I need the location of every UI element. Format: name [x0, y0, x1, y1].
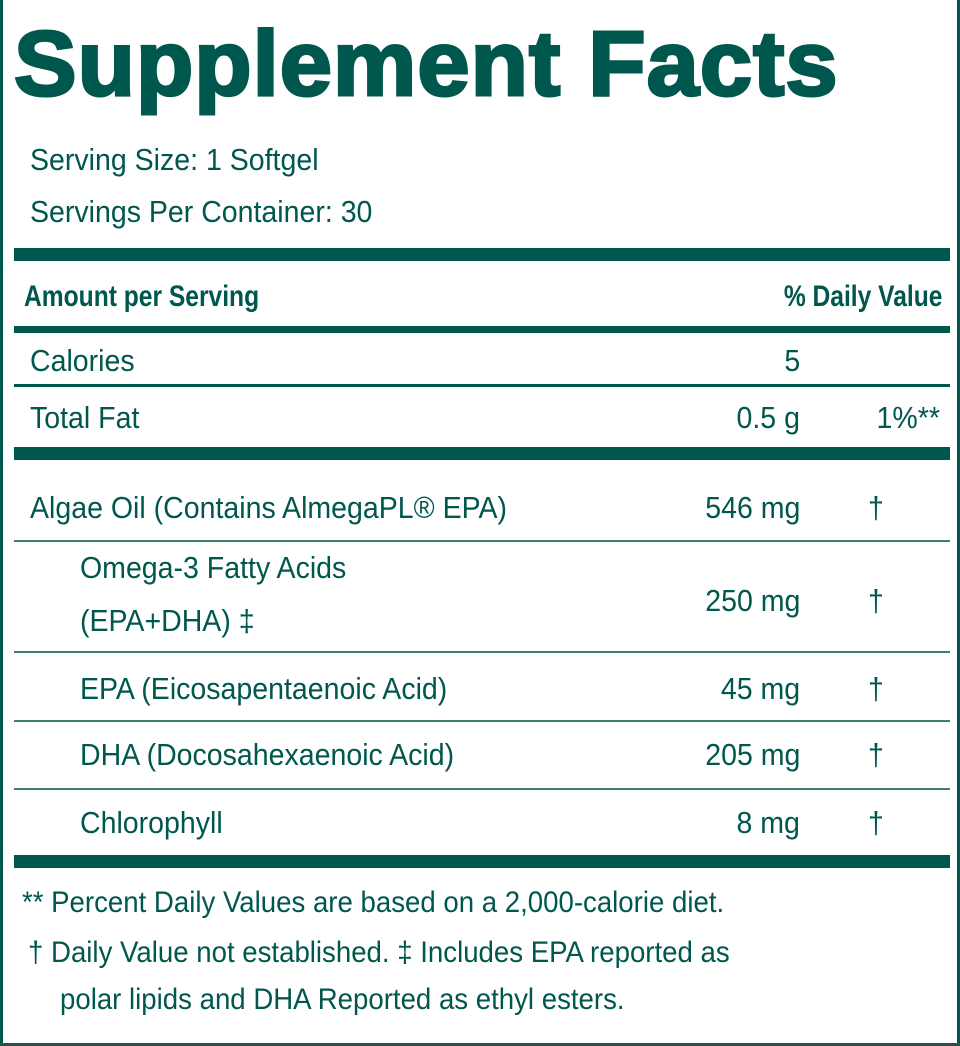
row-dv-chlorophyll: † — [868, 805, 884, 840]
divider-thin — [14, 720, 950, 722]
row-amount-omega3: 250 mg — [704, 583, 800, 618]
divider-thick — [14, 447, 950, 460]
row-name-omega3-line2: (EPA+DHA) ‡ — [80, 603, 255, 638]
row-name-epa: EPA (Eicosapentaenoic Acid) — [80, 671, 448, 706]
daily-value-header: % Daily Value — [783, 280, 942, 313]
divider-thin — [14, 788, 950, 790]
row-name-total-fat: Total Fat — [30, 400, 140, 435]
footnote-not-established: † Daily Value not established. ‡ Include… — [28, 936, 730, 969]
row-amount-calories: 5 — [784, 343, 800, 378]
footnote-daily-values: ** Percent Daily Values are based on a 2… — [22, 886, 725, 919]
divider-thick — [14, 855, 950, 868]
serving-size: Serving Size: 1 Softgel — [30, 142, 319, 177]
row-dv-algae-oil: † — [868, 490, 884, 525]
row-amount-chlorophyll: 8 mg — [736, 805, 800, 840]
row-dv-total-fat: 1%** — [876, 400, 940, 435]
row-name-chlorophyll: Chlorophyll — [80, 805, 223, 840]
servings-per-container: Servings Per Container: 30 — [30, 194, 373, 229]
row-name-dha: DHA (Docosahexaenoic Acid) — [80, 737, 455, 772]
row-amount-total-fat: 0.5 g — [736, 400, 800, 435]
row-dv-dha: † — [868, 737, 884, 772]
divider-thin — [14, 384, 950, 387]
amount-per-serving-header: Amount per Serving — [24, 280, 260, 313]
label-title: Supplement Facts — [12, 13, 839, 116]
row-dv-omega3: † — [868, 583, 884, 618]
row-amount-epa: 45 mg — [720, 671, 800, 706]
row-amount-algae-oil: 546 mg — [704, 490, 800, 525]
divider-thin — [14, 651, 950, 653]
row-name-omega3: Omega-3 Fatty Acids — [80, 550, 347, 585]
footnote-continued: polar lipids and DHA Reported as ethyl e… — [60, 983, 625, 1016]
row-amount-dha: 205 mg — [704, 737, 800, 772]
row-name-algae-oil: Algae Oil (Contains AlmegaPL® EPA) — [30, 490, 508, 525]
divider-thin — [14, 540, 950, 542]
row-name-calories: Calories — [30, 343, 135, 378]
row-dv-epa: † — [868, 671, 884, 706]
bottom-border — [0, 1043, 960, 1046]
right-border — [957, 0, 960, 1046]
divider-medium — [14, 326, 950, 333]
left-border — [0, 0, 3, 1046]
divider-thick — [14, 248, 950, 261]
